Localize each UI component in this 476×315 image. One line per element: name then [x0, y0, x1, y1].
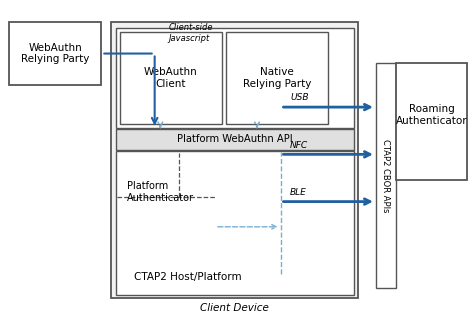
Bar [10, 22, 101, 85]
Text: CTAP2 Host/Platform: CTAP2 Host/Platform [134, 272, 242, 282]
Text: Native
Relying Party: Native Relying Party [243, 67, 311, 89]
Bar [376, 63, 396, 288]
Text: WebAuthn
Client: WebAuthn Client [144, 67, 198, 89]
Bar [116, 129, 354, 150]
Text: Roaming
Authenticator: Roaming Authenticator [396, 104, 467, 126]
Text: Client Device: Client Device [200, 303, 269, 313]
Bar [120, 32, 222, 124]
Text: CTAP2 CBOR APIs: CTAP2 CBOR APIs [381, 139, 390, 212]
Text: USB: USB [290, 93, 308, 102]
Text: WebAuthn
Relying Party: WebAuthn Relying Party [21, 43, 89, 64]
Bar [111, 22, 358, 298]
Text: Platform WebAuthn API: Platform WebAuthn API [177, 135, 292, 144]
Bar [116, 151, 354, 295]
Text: Platform
Authenticator: Platform Authenticator [127, 181, 194, 203]
Bar [396, 63, 467, 180]
Bar [116, 28, 354, 128]
Bar [227, 32, 327, 124]
Text: BLE: BLE [290, 188, 307, 197]
Text: Client-side
Javascript: Client-side Javascript [169, 23, 213, 43]
Text: NFC: NFC [290, 140, 308, 150]
